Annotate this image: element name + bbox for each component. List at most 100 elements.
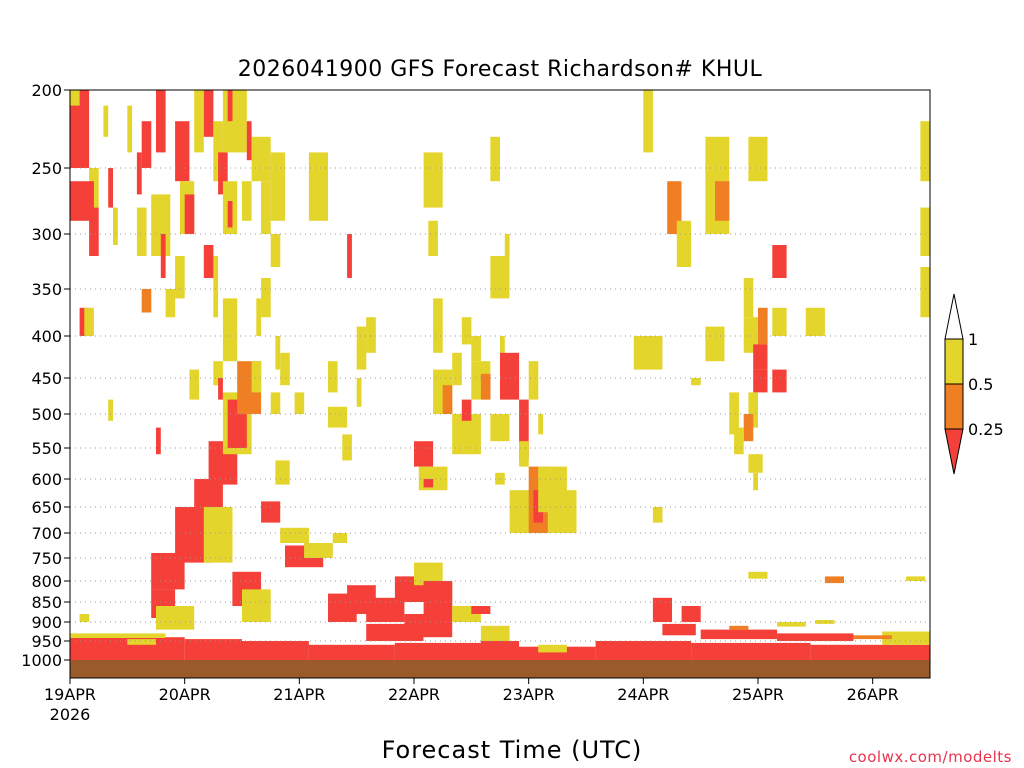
ri-cell bbox=[141, 121, 152, 168]
ri-cell bbox=[414, 441, 434, 467]
ri-cell bbox=[275, 460, 290, 485]
y-tick-label: 950 bbox=[31, 632, 62, 651]
ri-cell bbox=[270, 234, 281, 267]
colorbar-yellow bbox=[944, 338, 964, 385]
ri-cell bbox=[681, 606, 701, 622]
ri-cell bbox=[810, 644, 930, 660]
ri-cell bbox=[772, 369, 787, 393]
ri-cell bbox=[700, 629, 778, 640]
ri-cell bbox=[920, 121, 930, 182]
ri-cell bbox=[160, 234, 166, 278]
ri-cell bbox=[538, 466, 567, 513]
ri-cell bbox=[404, 614, 453, 638]
x-tick-year: 2026 bbox=[50, 705, 91, 724]
y-tick-label: 1000 bbox=[21, 651, 62, 670]
x-tick-label: 25APR bbox=[732, 685, 784, 704]
ri-cell bbox=[652, 597, 672, 622]
site-credit: coolwx.com/modelts bbox=[849, 748, 1012, 766]
ri-cell bbox=[824, 576, 844, 584]
ri-cell bbox=[538, 644, 567, 653]
ri-cell bbox=[652, 507, 663, 523]
ri-cell bbox=[108, 168, 113, 208]
ri-cell bbox=[342, 434, 352, 461]
y-tick-label: 650 bbox=[31, 498, 62, 517]
ri-cell bbox=[70, 181, 94, 221]
ri-cell bbox=[442, 385, 453, 414]
ri-cell bbox=[84, 307, 94, 336]
ri-cell bbox=[691, 642, 811, 660]
ri-cell bbox=[261, 501, 281, 523]
ri-cells bbox=[70, 90, 930, 660]
ri-cell bbox=[777, 633, 854, 641]
ri-cell bbox=[213, 121, 223, 182]
ri-cell bbox=[246, 121, 252, 161]
colorbar-tick-label: 1 bbox=[968, 330, 978, 349]
colorbar-bottom-red bbox=[944, 428, 964, 475]
ground-layer bbox=[70, 660, 930, 678]
ri-cell bbox=[304, 543, 333, 558]
ri-cell bbox=[753, 344, 768, 370]
ri-cell bbox=[308, 152, 328, 221]
ri-cell bbox=[251, 361, 262, 393]
ri-cell bbox=[471, 336, 481, 362]
ri-cell bbox=[423, 581, 453, 614]
ri-cell bbox=[853, 635, 892, 640]
ri-cell bbox=[261, 278, 271, 318]
x-tick-label: 22APR bbox=[388, 685, 440, 704]
ri-cell bbox=[423, 152, 443, 208]
ri-cell bbox=[452, 352, 462, 386]
ri-cell bbox=[729, 392, 739, 435]
ri-cell bbox=[729, 625, 749, 630]
chart-title: 2026041900 GFS Forecast Richardson# KHUL bbox=[238, 57, 763, 82]
ri-cell bbox=[347, 234, 352, 278]
x-tick-label: 24APR bbox=[617, 685, 669, 704]
ri-cell bbox=[203, 90, 214, 137]
y-tick-label: 900 bbox=[31, 613, 62, 632]
ri-cell bbox=[151, 194, 171, 256]
ri-cell bbox=[70, 633, 166, 638]
ri-cell bbox=[70, 637, 185, 660]
ri-cell bbox=[748, 136, 768, 182]
ri-cell bbox=[294, 392, 305, 414]
ri-cell bbox=[251, 136, 271, 182]
ri-cell bbox=[748, 454, 763, 473]
ri-cell bbox=[318, 648, 348, 655]
ri-cell bbox=[519, 441, 529, 467]
ri-cell bbox=[213, 361, 223, 386]
ri-cell bbox=[270, 152, 285, 221]
y-tick-label: 750 bbox=[31, 549, 62, 568]
ri-cell bbox=[753, 472, 758, 491]
ri-cell bbox=[141, 289, 152, 313]
ri-cell bbox=[480, 373, 491, 400]
y-tick-label: 800 bbox=[31, 572, 62, 591]
ri-cell bbox=[127, 105, 133, 153]
x-tick-label: 20APR bbox=[159, 685, 211, 704]
ri-cell bbox=[127, 639, 156, 645]
ri-cell bbox=[461, 399, 472, 421]
ri-cell bbox=[480, 625, 510, 641]
ri-cell bbox=[633, 336, 663, 370]
ri-cell bbox=[242, 589, 271, 622]
ri-cell bbox=[805, 307, 825, 336]
ri-cell bbox=[189, 369, 199, 400]
ri-cell bbox=[103, 105, 109, 137]
ri-cell bbox=[280, 527, 309, 543]
ri-cell bbox=[156, 90, 166, 153]
colorbar-tick-label: 0.25 bbox=[968, 420, 1004, 439]
ri-cell bbox=[676, 220, 692, 267]
y-tick-label: 700 bbox=[31, 524, 62, 543]
ri-cell bbox=[213, 256, 219, 318]
ri-cell bbox=[218, 378, 223, 400]
ri-cell bbox=[222, 90, 247, 153]
ri-cell bbox=[772, 307, 787, 336]
ri-cell bbox=[175, 256, 185, 299]
ri-cell bbox=[705, 326, 725, 362]
ri-cell bbox=[538, 414, 543, 435]
ri-cell bbox=[222, 298, 238, 362]
ri-cell bbox=[113, 207, 118, 245]
y-tick-label: 350 bbox=[31, 280, 62, 299]
ri-cell bbox=[480, 641, 520, 655]
ri-cell bbox=[261, 181, 271, 234]
ri-cell bbox=[242, 641, 309, 660]
